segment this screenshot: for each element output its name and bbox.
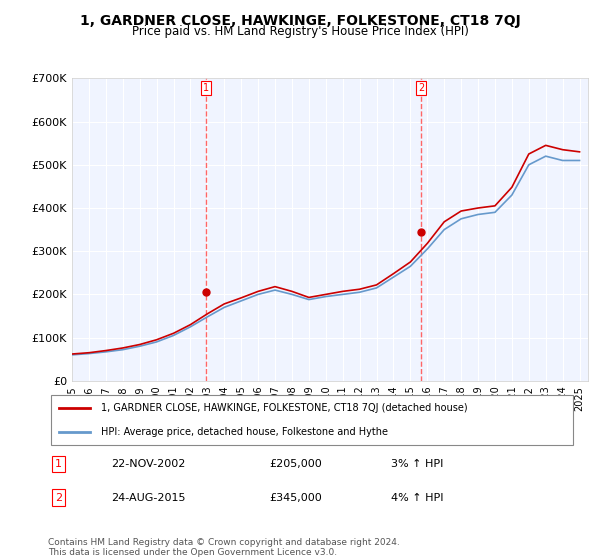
Text: 4% ↑ HPI: 4% ↑ HPI — [391, 492, 444, 502]
Text: 2: 2 — [55, 492, 62, 502]
Text: £345,000: £345,000 — [270, 492, 323, 502]
Text: 2: 2 — [418, 83, 424, 93]
Text: 1: 1 — [55, 459, 62, 469]
Text: Price paid vs. HM Land Registry's House Price Index (HPI): Price paid vs. HM Land Registry's House … — [131, 25, 469, 38]
Text: 24-AUG-2015: 24-AUG-2015 — [112, 492, 186, 502]
Text: 22-NOV-2002: 22-NOV-2002 — [112, 459, 186, 469]
Text: 1: 1 — [203, 83, 209, 93]
Text: 1, GARDNER CLOSE, HAWKINGE, FOLKESTONE, CT18 7QJ (detached house): 1, GARDNER CLOSE, HAWKINGE, FOLKESTONE, … — [101, 403, 467, 413]
Text: 3% ↑ HPI: 3% ↑ HPI — [391, 459, 443, 469]
Text: £205,000: £205,000 — [270, 459, 323, 469]
Text: HPI: Average price, detached house, Folkestone and Hythe: HPI: Average price, detached house, Folk… — [101, 427, 388, 437]
FancyBboxPatch shape — [50, 395, 574, 445]
Text: 1, GARDNER CLOSE, HAWKINGE, FOLKESTONE, CT18 7QJ: 1, GARDNER CLOSE, HAWKINGE, FOLKESTONE, … — [80, 14, 520, 28]
Text: Contains HM Land Registry data © Crown copyright and database right 2024.
This d: Contains HM Land Registry data © Crown c… — [48, 538, 400, 557]
